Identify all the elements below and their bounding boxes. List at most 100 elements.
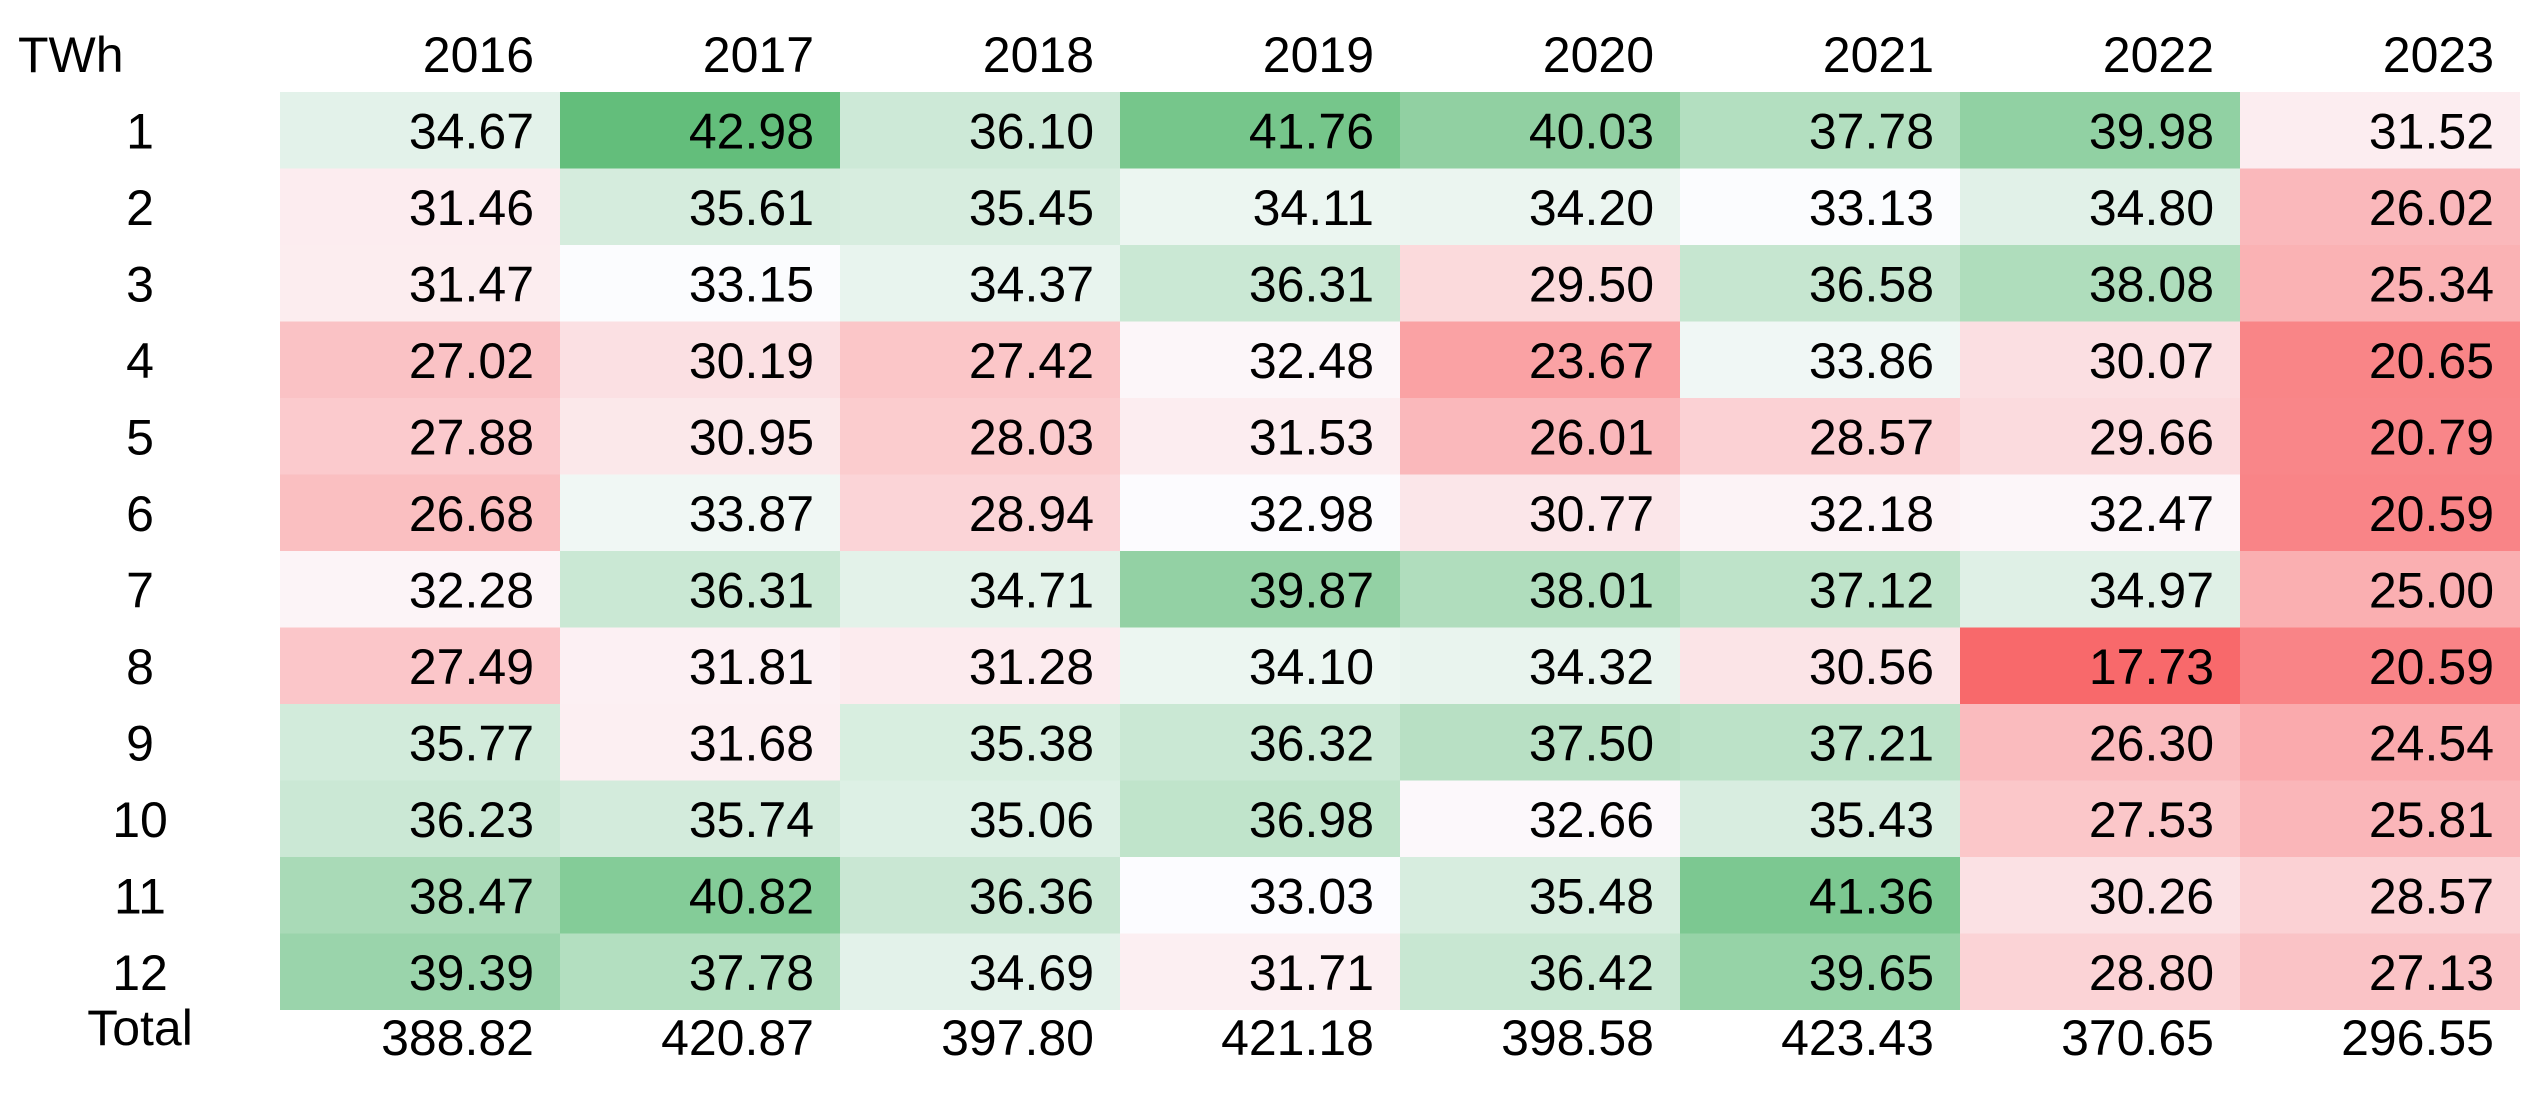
row-label-11: 11 bbox=[114, 868, 166, 924]
heatmap-cell bbox=[1960, 627, 2240, 704]
heatmap-cell bbox=[280, 780, 560, 857]
cell-value: 36.31 bbox=[689, 562, 814, 618]
cell-value: 30.19 bbox=[689, 333, 814, 389]
cell-value: 36.23 bbox=[409, 792, 534, 848]
heatmap-cell bbox=[1120, 704, 1400, 781]
cell-value: 37.21 bbox=[1809, 715, 1934, 771]
heatmap-cell bbox=[1680, 398, 1960, 475]
cell-value: 34.37 bbox=[969, 256, 1094, 312]
cell-value: 32.18 bbox=[1809, 486, 1934, 542]
cell-value: 37.50 bbox=[1529, 715, 1654, 771]
column-header-2016: 2016 bbox=[423, 27, 534, 83]
cell-value: 24.54 bbox=[2369, 715, 2494, 771]
cell-value: 20.65 bbox=[2369, 333, 2494, 389]
heatmap-cell bbox=[2240, 780, 2520, 857]
heatmap-cell bbox=[2240, 245, 2520, 322]
heatmap-cell bbox=[1120, 780, 1400, 857]
heatmap-cell bbox=[1960, 398, 2240, 475]
heatmap-cell bbox=[1960, 168, 2240, 245]
heatmap-cell bbox=[560, 704, 840, 781]
heatmap-cell bbox=[2240, 474, 2520, 551]
cell-value: 35.48 bbox=[1529, 868, 1654, 924]
cell-value: 20.59 bbox=[2369, 639, 2494, 695]
cell-value: 33.13 bbox=[1809, 180, 1934, 236]
column-header-2017: 2017 bbox=[703, 27, 814, 83]
row-label-1: 1 bbox=[126, 103, 154, 159]
heatmap-cell bbox=[1960, 92, 2240, 169]
row-label-2: 2 bbox=[126, 180, 154, 236]
heatmap-cell bbox=[840, 398, 1120, 475]
heatmap-cell bbox=[840, 933, 1120, 1010]
cell-value: 27.02 bbox=[409, 333, 534, 389]
cell-value: 28.94 bbox=[969, 486, 1094, 542]
cell-value: 29.50 bbox=[1529, 256, 1654, 312]
heatmap-cell bbox=[560, 321, 840, 398]
cell-value: 32.48 bbox=[1249, 333, 1374, 389]
heatmap-cell bbox=[1960, 780, 2240, 857]
row-label-9: 9 bbox=[126, 715, 154, 771]
cell-value: 31.71 bbox=[1249, 945, 1374, 1001]
cell-value: 34.20 bbox=[1529, 180, 1654, 236]
heatmap-cell bbox=[1680, 780, 1960, 857]
cell-value: 31.81 bbox=[689, 639, 814, 695]
heatmap-cell bbox=[1400, 398, 1680, 475]
cell-value: 32.28 bbox=[409, 562, 534, 618]
cell-value: 25.81 bbox=[2369, 792, 2494, 848]
cell-value: 30.07 bbox=[2089, 333, 2214, 389]
heatmap-cell bbox=[1400, 92, 1680, 169]
heatmap-cell bbox=[1680, 551, 1960, 628]
heatmap-cell bbox=[1120, 398, 1400, 475]
cell-value: 34.10 bbox=[1249, 639, 1374, 695]
cell-value: 34.80 bbox=[2089, 180, 2214, 236]
row-label-10: 10 bbox=[112, 792, 168, 848]
cell-value: 17.73 bbox=[2089, 639, 2214, 695]
heatmap-cell bbox=[1400, 321, 1680, 398]
heatmap-cell bbox=[560, 933, 840, 1010]
heatmap-cell bbox=[2240, 551, 2520, 628]
heatmap-cell bbox=[560, 245, 840, 322]
cell-value: 27.49 bbox=[409, 639, 534, 695]
heatmap-cell bbox=[1400, 704, 1680, 781]
total-value: 398.58 bbox=[1501, 1010, 1654, 1066]
cell-value: 31.52 bbox=[2369, 103, 2494, 159]
cell-value: 39.87 bbox=[1249, 562, 1374, 618]
heatmap-cell bbox=[840, 321, 1120, 398]
cell-value: 36.10 bbox=[969, 103, 1094, 159]
cell-value: 38.08 bbox=[2089, 256, 2214, 312]
heatmap-cell bbox=[2240, 933, 2520, 1010]
cell-value: 38.47 bbox=[409, 868, 534, 924]
cell-value: 35.43 bbox=[1809, 792, 1934, 848]
heatmap-cell bbox=[560, 627, 840, 704]
heatmap-cell bbox=[1680, 168, 1960, 245]
heatmap-cell bbox=[280, 627, 560, 704]
heatmap-cell bbox=[1680, 857, 1960, 934]
cell-value: 37.78 bbox=[1809, 103, 1934, 159]
cell-value: 27.42 bbox=[969, 333, 1094, 389]
heatmap-cell bbox=[1960, 474, 2240, 551]
heatmap-cell bbox=[840, 245, 1120, 322]
total-value: 388.82 bbox=[381, 1010, 534, 1066]
row-label-12: 12 bbox=[112, 945, 168, 1001]
cell-value: 36.98 bbox=[1249, 792, 1374, 848]
heatmap-cell bbox=[1960, 704, 2240, 781]
cell-value: 35.06 bbox=[969, 792, 1094, 848]
total-value: 296.55 bbox=[2341, 1010, 2494, 1066]
cell-value: 26.02 bbox=[2369, 180, 2494, 236]
heatmap-cell bbox=[560, 474, 840, 551]
cell-value: 34.97 bbox=[2089, 562, 2214, 618]
heatmap-cell bbox=[1400, 168, 1680, 245]
cell-value: 20.59 bbox=[2369, 486, 2494, 542]
column-header-2022: 2022 bbox=[2103, 27, 2214, 83]
cell-value: 36.58 bbox=[1809, 256, 1934, 312]
cell-value: 28.03 bbox=[969, 409, 1094, 465]
heatmap-cell bbox=[280, 551, 560, 628]
heatmap-cell bbox=[560, 857, 840, 934]
heatmap-cell bbox=[1400, 245, 1680, 322]
cell-value: 30.77 bbox=[1529, 486, 1654, 542]
cell-value: 26.30 bbox=[2089, 715, 2214, 771]
heatmap-cell bbox=[1400, 933, 1680, 1010]
heatmap-cell bbox=[560, 168, 840, 245]
cell-value: 27.53 bbox=[2089, 792, 2214, 848]
heatmap-cell bbox=[840, 627, 1120, 704]
